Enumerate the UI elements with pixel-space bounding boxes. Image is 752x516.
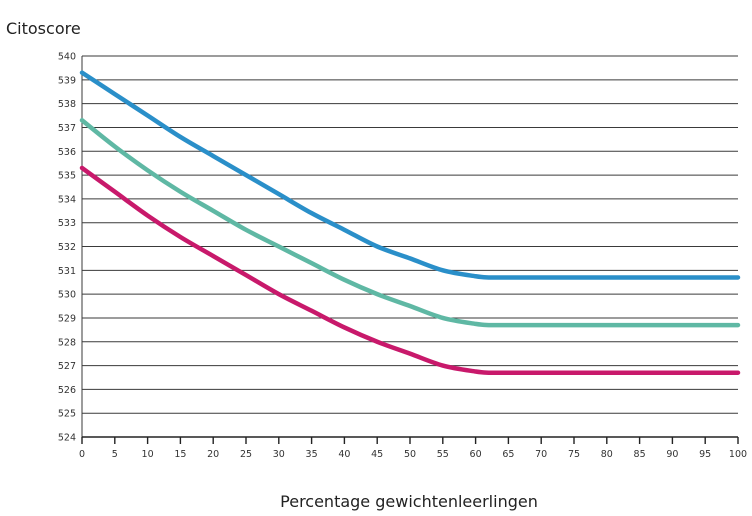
y-tick-label-538: 538 [58, 99, 76, 110]
y-tick-label-533: 533 [58, 218, 76, 229]
y-tick-label-531: 531 [58, 266, 76, 277]
x-tick-label-20: 20 [207, 449, 219, 460]
y-tick-label-535: 535 [58, 171, 76, 182]
series-line-2 [79, 118, 741, 328]
y-tick-label-524: 524 [58, 433, 76, 444]
series-line-3 [79, 165, 741, 376]
x-tick-label-80: 80 [601, 449, 613, 460]
x-tick-label-95: 95 [699, 449, 711, 460]
y-tick-label-529: 529 [58, 313, 76, 324]
x-tick-label-65: 65 [502, 449, 514, 460]
y-tick-label-525: 525 [58, 409, 76, 420]
series-lines [79, 70, 741, 376]
y-tick-label-537: 537 [58, 123, 76, 134]
series-line-1 [79, 70, 741, 280]
x-tick-label-40: 40 [338, 449, 350, 460]
y-tick-label-532: 532 [58, 242, 76, 253]
y-tick-label-536: 536 [58, 147, 76, 158]
x-tick-labels: 0 5 10 15 20 25 30 35 40 45 50 55 60 65 70 75 80 85 90 95 10… [79, 449, 747, 460]
x-tick-label-85: 85 [634, 449, 646, 460]
x-tick-label-10: 10 [142, 449, 154, 460]
y-axis-label: Citoscore [6, 19, 81, 38]
y-tick-label-528: 528 [58, 337, 76, 348]
x-tick-label-35: 35 [306, 449, 318, 460]
gridlines [82, 55, 738, 438]
y-tick-label-527: 527 [58, 361, 76, 372]
x-tick-label-90: 90 [666, 449, 678, 460]
y-tick-label-540: 540 [58, 52, 76, 63]
y-tick-label-526: 526 [58, 385, 76, 396]
y-tick-label-534: 534 [58, 194, 76, 205]
y-tick-label-539: 539 [58, 75, 76, 86]
axes [81, 56, 739, 444]
x-tick-label-30: 30 [273, 449, 285, 460]
x-axis-label: Percentage gewichtenleerlingen [280, 492, 538, 511]
y-tick-labels: 524 525 526 527 528 529 530 531 532 533 534 535 536 5… [58, 52, 76, 444]
x-tick-label-75: 75 [568, 449, 580, 460]
x-tick-label-0: 0 [79, 449, 85, 460]
x-tick-label-25: 25 [240, 449, 252, 460]
x-tick-label-5: 5 [112, 449, 118, 460]
x-tick-label-45: 45 [371, 449, 383, 460]
x-tick-label-70: 70 [535, 449, 547, 460]
x-tick-label-60: 60 [470, 449, 482, 460]
x-tick-label-100: 100 [729, 449, 747, 460]
x-tick-label-55: 55 [437, 449, 449, 460]
y-tick-label-530: 530 [58, 290, 76, 301]
x-tick-label-15: 15 [174, 449, 186, 460]
x-tick-label-50: 50 [404, 449, 416, 460]
